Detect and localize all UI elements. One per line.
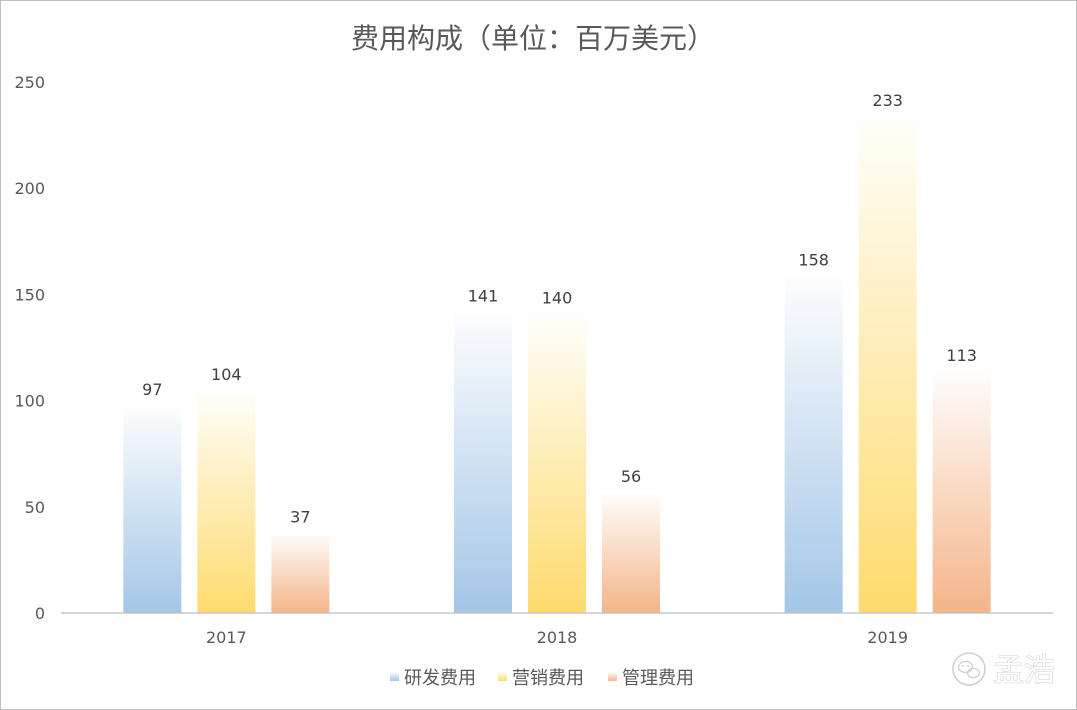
data-label: 233 (872, 91, 903, 110)
bar (454, 313, 512, 613)
data-label: 140 (542, 289, 573, 308)
data-label: 56 (621, 467, 641, 486)
y-tick-label: 50 (25, 498, 45, 517)
x-tick-label: 2018 (537, 628, 578, 647)
legend-item: 研发费用 (390, 668, 476, 689)
bar (784, 277, 843, 613)
watermark-text: 孟浩 (993, 653, 1055, 689)
bar (932, 372, 991, 613)
y-tick-label: 250 (14, 73, 45, 92)
bar (271, 534, 330, 613)
legend-label: 研发费用 (404, 668, 476, 689)
x-tick-label: 2019 (867, 628, 908, 647)
legend-label: 营销费用 (512, 668, 584, 689)
bar (123, 406, 182, 613)
chart-title: 费用构成（单位：百万美元） (351, 22, 715, 55)
data-label: 37 (290, 507, 310, 526)
legend-swatch (390, 672, 399, 681)
y-tick-label: 200 (14, 179, 45, 198)
data-label: 113 (946, 346, 977, 365)
y-tick-label: 100 (14, 392, 45, 411)
legend-swatch (498, 672, 507, 681)
legend-item: 管理费用 (608, 668, 694, 689)
data-label: 104 (211, 365, 242, 384)
data-label: 141 (468, 287, 499, 306)
legend-label: 管理费用 (622, 668, 694, 689)
legend-item: 营销费用 (498, 668, 584, 689)
wechat-circle-icon (952, 652, 986, 686)
data-labels: 97 104 37 141 140 56 158 233 113 (142, 91, 977, 526)
y-tick-label: 0 (35, 604, 45, 623)
data-label: 97 (142, 380, 162, 399)
data-label: 158 (798, 250, 829, 269)
watermark: 孟浩 (952, 652, 1056, 690)
bars (123, 118, 991, 613)
legend-swatch (608, 672, 617, 681)
bar (528, 315, 586, 613)
legend: 研发费用 营销费用 管理费用 (390, 668, 694, 689)
bar (858, 118, 917, 613)
y-tick-label: 150 (14, 285, 45, 304)
bar (602, 494, 660, 613)
x-tick-label: 2017 (206, 628, 247, 647)
bar (197, 392, 256, 613)
x-axis: 2017 2018 2019 (206, 628, 908, 647)
y-axis: 0 50 100 150 200 250 (14, 73, 45, 623)
